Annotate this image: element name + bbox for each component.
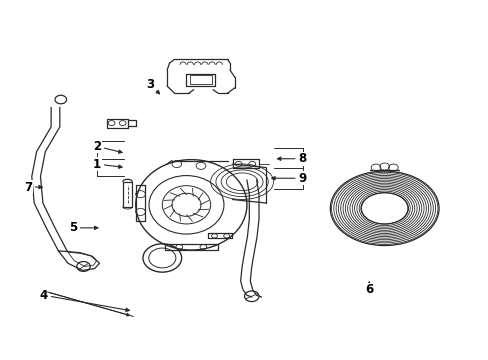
Text: 6: 6 [365,282,373,296]
Text: 2: 2 [93,140,122,153]
Text: 8: 8 [277,152,306,165]
Text: 4: 4 [40,289,129,311]
Text: 5: 5 [69,221,98,234]
Text: 9: 9 [271,172,306,185]
Text: 3: 3 [146,78,159,94]
Text: 1: 1 [93,158,122,171]
Text: 7: 7 [24,181,42,194]
